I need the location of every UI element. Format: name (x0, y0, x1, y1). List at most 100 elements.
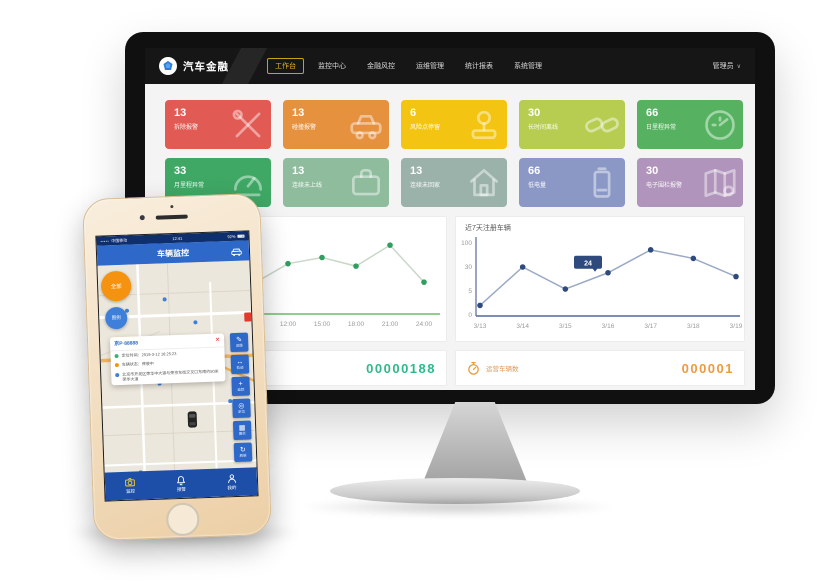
svg-text:5: 5 (468, 288, 472, 295)
tools-icon (232, 109, 261, 138)
svg-text:3/16: 3/16 (602, 323, 615, 330)
stat-card-label: 长时间离线 (528, 125, 559, 131)
nav-item-3[interactable]: 金融风控 (367, 63, 395, 70)
speedometer-icon (705, 110, 735, 140)
stat-card-9[interactable]: 66 低电量 (519, 158, 625, 207)
stat-card-label: 低电量 (528, 183, 547, 189)
stat-card-8[interactable]: 13 连续未回家 (401, 158, 507, 207)
tab-3[interactable]: 我的 (206, 467, 258, 497)
chevron-down-icon: ∨ (736, 63, 741, 70)
phone-screen: ••••• 中国移动 12:41 92% 车辆监控 (95, 230, 259, 502)
tab-1[interactable]: 监控 (105, 471, 157, 501)
stat-card-label: 月里程异常 (174, 183, 205, 189)
map-tool-2[interactable]: ↔ 轨迹 (230, 354, 250, 375)
counter-right-panel: 运营车辆数 000001 (455, 350, 745, 386)
monitor-stand-neck (423, 402, 527, 482)
phone: ••••• 中国移动 12:41 92% 车辆监控 (82, 192, 272, 542)
svg-text:24: 24 (584, 260, 592, 267)
counter-left-value: 00000188 (366, 360, 436, 376)
stat-card-label: 碰撞报警 (292, 125, 317, 131)
tool-label: 定位 (238, 409, 246, 414)
popup-rows: 定位时间：2019-3-12 16:25:23 车辆状态：停驶中 北京市开发区荣华中… (110, 347, 225, 385)
stat-card-3[interactable]: 6 风险点停留 (401, 100, 507, 149)
counter-right-value: 000001 (681, 360, 734, 376)
stat-card-label: 拆除报警 (174, 125, 199, 131)
stat-card-label: 电子围栏报警 (646, 183, 683, 189)
stat-card-value: 13 (292, 165, 305, 177)
nav-item-6[interactable]: 系统管理 (514, 63, 542, 70)
person-icon (227, 474, 236, 484)
stat-card-label: 日里程异常 (646, 125, 677, 131)
tool-label: 轨迹 (236, 365, 244, 370)
stat-cards: 13 拆除报警 13 碰撞报警 6 风险点停留 30 长时间离线 66 日里程异常 33 月里程异常 1… (165, 100, 743, 207)
map-tool-3[interactable]: + 追踪 (231, 376, 251, 397)
car-crash-icon (350, 114, 382, 140)
proximity-sensor-dot (170, 205, 174, 209)
stat-card-label: 风险点停留 (410, 125, 441, 131)
stat-card-value: 13 (292, 107, 305, 119)
stat-card-7[interactable]: 13 连续未上线 (283, 158, 389, 207)
map-tool-4[interactable]: ◎ 定位 (232, 398, 251, 419)
chart-tooltip: 24 (574, 255, 602, 272)
close-icon[interactable]: ✕ (214, 336, 221, 344)
earpiece-speaker (155, 214, 188, 220)
weekly-line-chart: 0 5 30 100 3/13 3/14 3/15 3/16 3/17 3/18 3/19 24 (461, 237, 743, 330)
tool-label: 围栏 (238, 431, 246, 436)
bell-icon (177, 476, 185, 486)
brand-logo-icon (159, 57, 177, 75)
map[interactable]: 全部 图例 京P·88888 ✕ 定位时间：2019-3-12 16:25:23… (97, 260, 258, 501)
svg-text:0: 0 (468, 312, 472, 319)
stat-card-label: 连续未上线 (292, 183, 323, 189)
map-icon (704, 168, 736, 198)
monitor-stand-base (330, 478, 580, 504)
status-dot-icon (114, 363, 119, 368)
stat-card-value: 33 (174, 165, 187, 177)
house-icon (469, 168, 499, 197)
stat-card-value: 13 (410, 165, 423, 177)
stat-card-value: 66 (528, 165, 541, 177)
svg-text:24:00: 24:00 (416, 321, 433, 328)
car-icon[interactable] (230, 246, 243, 257)
phone-tabbar: 监控 预警 我的 (104, 467, 258, 501)
stat-card-value: 30 (646, 165, 659, 177)
stat-card-5[interactable]: 66 日里程异常 (637, 100, 743, 149)
location-dot-icon (115, 372, 120, 377)
carrier-label: 中国移动 (111, 237, 128, 243)
svg-text:12:00: 12:00 (280, 321, 297, 328)
svg-text:18:00: 18:00 (348, 321, 365, 328)
stat-card-value: 30 (528, 107, 541, 119)
stat-card-1[interactable]: 13 拆除报警 (165, 100, 271, 149)
tool-label: 刷新 (239, 453, 247, 458)
popup-row-text: 定位时间：2019-3-12 16:25:23 (121, 351, 177, 358)
home-button[interactable] (165, 502, 200, 537)
brand-name: 汽车金融 (183, 60, 229, 73)
svg-text:15:00: 15:00 (314, 321, 331, 328)
svg-text:3/13: 3/13 (474, 323, 487, 330)
vehicle-marker[interactable] (187, 410, 199, 428)
nav-item-1[interactable]: 工作台 (267, 58, 304, 74)
top-navbar: 汽车金融 工作台 监控中心 金融风控 运维管理 统计报表 系统管理 管理员 ∨ (145, 48, 755, 84)
stopwatch-icon (468, 361, 479, 375)
nav-item-5[interactable]: 统计报表 (465, 63, 493, 70)
tab-2[interactable]: 预警 (155, 469, 207, 499)
map-tool-5[interactable]: ▦ 围栏 (232, 420, 252, 441)
stat-card-2[interactable]: 13 碰撞报警 (283, 100, 389, 149)
map-tool-1[interactable]: ✎ 测距 (229, 332, 249, 353)
nav-menu: 工作台 监控中心 金融风控 运维管理 统计报表 系统管理 (267, 58, 549, 74)
nav-item-2[interactable]: 监控中心 (318, 63, 346, 70)
location-pin-icon (471, 110, 497, 140)
plate-number: 京P·88888 (114, 340, 139, 348)
clock-label: 12:41 (172, 235, 183, 242)
stat-card-10[interactable]: 30 电子围栏报警 (637, 158, 743, 207)
clock-dot-icon (114, 354, 119, 359)
svg-text:3/15: 3/15 (559, 323, 572, 330)
popup-row-text: 北京市开发区荣华中大道与荣京东街交叉口东南约50米 荣华大道 (122, 368, 219, 383)
stat-card-value: 13 (174, 107, 187, 119)
weekly-chart-panel: 近7天注册车辆 0 5 30 100 3/13 3/14 3/15 3/16 3/17 3/18 3… (455, 216, 745, 342)
map-tool-6[interactable]: ↻ 刷新 (233, 442, 253, 463)
stat-card-4[interactable]: 30 长时间离线 (519, 100, 625, 149)
nav-item-4[interactable]: 运维管理 (416, 63, 444, 70)
user-menu[interactable]: 管理员 ∨ (713, 48, 741, 84)
svg-text:3/14: 3/14 (516, 323, 529, 330)
